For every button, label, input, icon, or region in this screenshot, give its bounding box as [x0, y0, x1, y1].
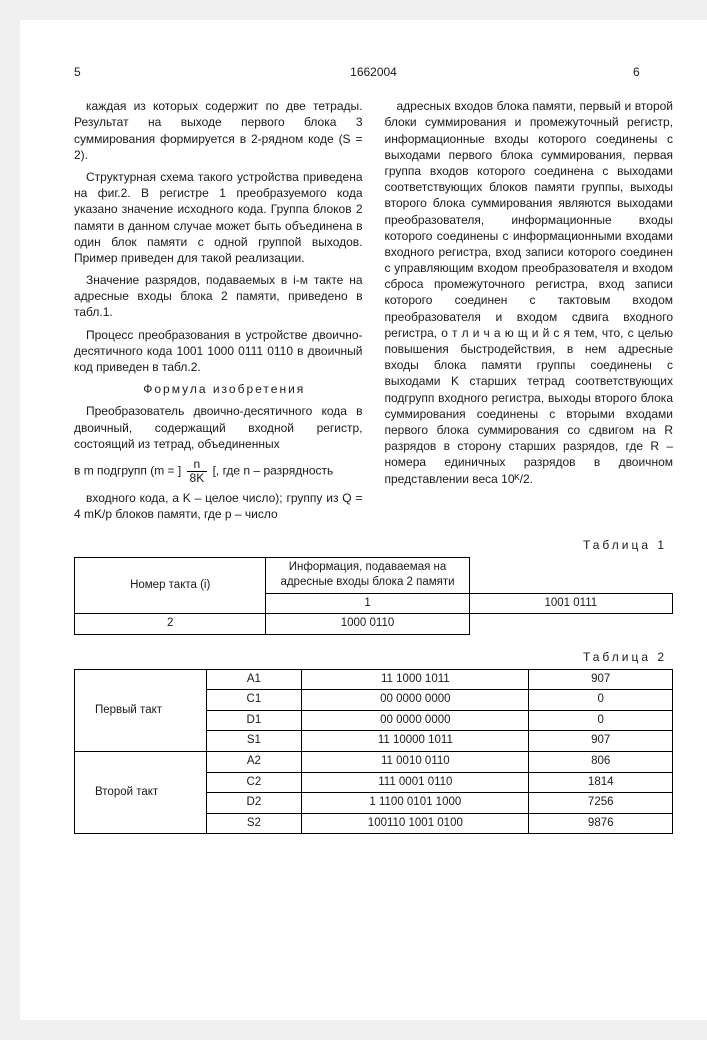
para: входного кода, а K – целое число); групп…: [74, 490, 363, 522]
table-cell: 907: [529, 731, 673, 752]
table-row: Первый такт A1 11 1000 1011 907: [75, 669, 673, 690]
table-cell: 1 1100 0101 1000: [302, 793, 529, 814]
table-cell: 1000 0110: [266, 614, 469, 635]
para: Преобразователь двоично-десятичного кода…: [74, 403, 363, 452]
fraction-den: 8K: [187, 472, 208, 485]
table-cell: 0: [529, 710, 673, 731]
patent-number: 1662004: [350, 64, 397, 80]
table-cell: 100110 1001 0100: [302, 813, 529, 834]
table-cell: 1: [266, 593, 469, 614]
table-cell: 00 0000 0000: [302, 690, 529, 711]
page-num-left: 5: [74, 64, 114, 80]
table-cell: A2: [206, 752, 302, 773]
fraction-num: n: [187, 458, 208, 472]
body-columns: каждая из которых содержит по две тетрад…: [74, 98, 673, 522]
table-cell: 111 0001 0110: [302, 772, 529, 793]
para: Значение разрядов, подаваемых в i-м такт…: [74, 272, 363, 321]
table-cell: C1: [206, 690, 302, 711]
table-row: 2 1000 0110: [75, 614, 673, 635]
table-cell: 11 10000 1011: [302, 731, 529, 752]
table-cell: 1814: [529, 772, 673, 793]
page: 5 1662004 6 каждая из которых содержит п…: [20, 20, 707, 1020]
section-title: Формула изобретения: [74, 381, 363, 397]
table-cell: 2: [75, 614, 266, 635]
table2: Первый такт A1 11 1000 1011 907 C1 00 00…: [74, 669, 673, 834]
table-cell: 11 1000 1011: [302, 669, 529, 690]
table-cell: Первый такт: [75, 669, 207, 751]
para: каждая из которых содержит по две тетрад…: [74, 98, 363, 163]
table-header: Номер такта (i): [75, 557, 266, 614]
table-cell: A1: [206, 669, 302, 690]
para: Структурная схема такого устройства прив…: [74, 169, 363, 266]
table-cell: 00 0000 0000: [302, 710, 529, 731]
table-cell: 1001 0111: [469, 593, 672, 614]
table-cell: S2: [206, 813, 302, 834]
page-header: 5 1662004 6: [74, 64, 673, 80]
text: [, где n – разрядность: [213, 463, 334, 477]
para-formula: в m подгрупп (m = ] n 8K [, где n – разр…: [74, 458, 363, 484]
table2-caption: Таблица 2: [74, 649, 667, 665]
table-cell: 0: [529, 690, 673, 711]
table-row: Второй такт A2 11 0010 0110 806: [75, 752, 673, 773]
table-cell: 7256: [529, 793, 673, 814]
page-num-right: 6: [633, 64, 673, 80]
para: адресных входов блока памяти, первый и в…: [385, 98, 674, 487]
para: Процесс преобразования в устройстве двои…: [74, 327, 363, 376]
fraction: n 8K: [187, 458, 208, 484]
text: в m подгрупп (m = ]: [74, 463, 181, 477]
table-cell: D1: [206, 710, 302, 731]
table-cell: 9876: [529, 813, 673, 834]
table1-caption: Таблица 1: [74, 537, 667, 553]
table-header: Информация, подаваемая на адресные входы…: [266, 557, 469, 593]
table-cell: C2: [206, 772, 302, 793]
table-cell: 806: [529, 752, 673, 773]
table-cell: Второй такт: [75, 752, 207, 834]
table-cell: 907: [529, 669, 673, 690]
table-cell: S1: [206, 731, 302, 752]
table-row: Номер такта (i) Информация, подаваемая н…: [75, 557, 673, 593]
table-cell: 11 0010 0110: [302, 752, 529, 773]
table1: Номер такта (i) Информация, подаваемая н…: [74, 557, 673, 635]
table-cell: D2: [206, 793, 302, 814]
